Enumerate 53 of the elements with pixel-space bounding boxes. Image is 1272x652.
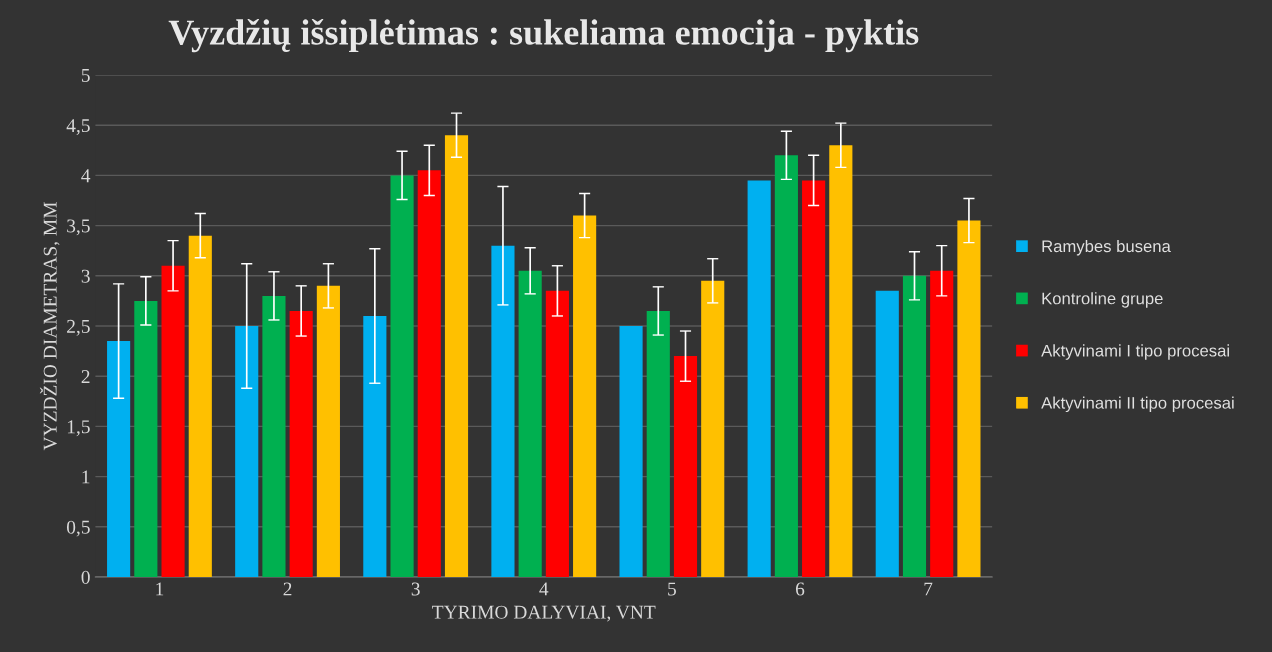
legend-label: Kontroline grupe [1042, 292, 1163, 308]
bar [289, 310, 313, 578]
y-tick-label: 1 [82, 470, 90, 484]
bar [774, 155, 798, 578]
x-tick-label: 3 [411, 582, 420, 596]
bar [747, 180, 771, 578]
x-tick-label: 6 [795, 582, 805, 596]
bar [646, 310, 670, 578]
bar [134, 300, 158, 578]
bar [518, 270, 542, 578]
bar [188, 235, 212, 578]
legend-label: Aktyvinami I tipo procesai [1041, 344, 1229, 360]
y-axis-title: VYZDŽIO DIAMETRAS, MM [39, 202, 60, 451]
bar [902, 275, 927, 578]
legend-label: Aktyvinami II tipo procesai [1041, 396, 1234, 413]
x-tick-label: 4 [539, 582, 549, 596]
bar [262, 295, 286, 578]
bar [957, 220, 981, 578]
bar [573, 215, 597, 578]
x-tick-label: 7 [924, 582, 933, 596]
legend-label: Ramybes busena [1042, 239, 1171, 256]
bar [235, 326, 259, 578]
bar [316, 285, 340, 578]
bar [802, 180, 826, 578]
y-tick-label: 0 [81, 570, 90, 584]
y-tick-label: 3 [81, 269, 90, 283]
bar [491, 245, 515, 578]
bar [701, 280, 725, 578]
y-tick-label: 0,5 [66, 520, 90, 537]
bar [619, 326, 643, 578]
y-tick-label: 5 [81, 68, 90, 82]
y-tick-label: 3,5 [67, 219, 90, 236]
bar [417, 170, 441, 578]
bar [363, 315, 387, 578]
x-axis-title: TYRIMO DALYVIAI, VNT [432, 605, 656, 622]
bar [161, 265, 185, 578]
y-tick-label: 4 [81, 169, 91, 183]
x-tick-label: 5 [668, 582, 676, 596]
x-tick-label: 1 [156, 582, 164, 596]
bar [930, 270, 954, 578]
bar [829, 145, 853, 578]
bar [390, 175, 414, 578]
y-tick-label: 4,5 [66, 119, 90, 135]
bar [545, 290, 569, 578]
bar [444, 135, 469, 578]
bar [107, 341, 131, 578]
bar [673, 356, 698, 578]
y-tick-label: 2,5 [67, 319, 90, 336]
bar [875, 290, 899, 578]
x-tick-label: 2 [283, 582, 292, 596]
y-tick-label: 2 [81, 370, 90, 383]
chart-title: Vyzdžių išsiplėtimas : sukeliama emocija - pyktis [168, 18, 919, 53]
y-tick-label: 1,5 [67, 420, 90, 437]
